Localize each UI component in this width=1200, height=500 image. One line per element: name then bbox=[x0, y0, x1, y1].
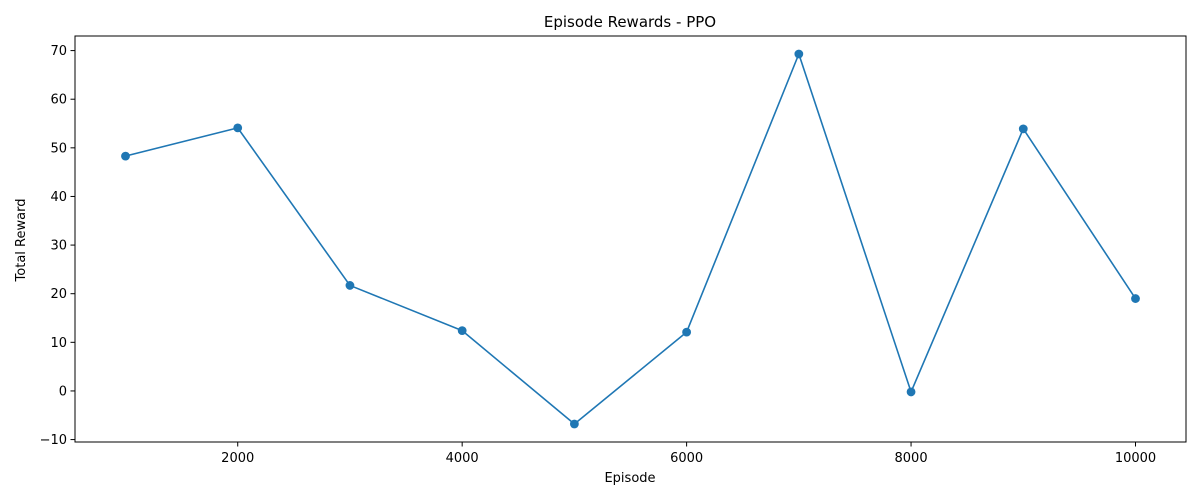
data-point bbox=[1131, 294, 1140, 303]
y-tick-label: 20 bbox=[50, 287, 67, 302]
data-point bbox=[682, 327, 692, 337]
chart-title: Episode Rewards - PPO bbox=[544, 13, 716, 31]
series-line bbox=[125, 53, 1137, 425]
y-tick-label: 0 bbox=[59, 384, 67, 399]
y-tick-label: 40 bbox=[50, 190, 67, 205]
x-tick-label: 4000 bbox=[446, 451, 479, 466]
data-point bbox=[906, 387, 916, 397]
x-tick-label: 6000 bbox=[670, 451, 703, 466]
y-tick-label: 30 bbox=[50, 239, 67, 254]
x-tick-label: 8000 bbox=[895, 451, 928, 466]
y-tick-label: 70 bbox=[50, 44, 67, 59]
x-tick-label: 10000 bbox=[1115, 451, 1156, 466]
data-point bbox=[345, 281, 355, 290]
y-axis-label: Total Reward bbox=[14, 199, 29, 283]
data-point bbox=[121, 151, 130, 161]
plot-frame bbox=[74, 35, 1187, 443]
y-tick-label: 50 bbox=[50, 141, 67, 156]
x-tick-label: 2000 bbox=[221, 451, 254, 466]
data-point bbox=[794, 49, 804, 59]
data-point bbox=[1018, 124, 1028, 134]
y-tick-label: 10 bbox=[50, 336, 67, 351]
data-point bbox=[233, 123, 243, 133]
data-point bbox=[569, 419, 579, 429]
x-axis-label: Episode bbox=[604, 471, 655, 486]
data-point bbox=[457, 326, 467, 336]
y-tick-label: −10 bbox=[40, 433, 67, 448]
y-tick-label: 60 bbox=[50, 93, 67, 108]
